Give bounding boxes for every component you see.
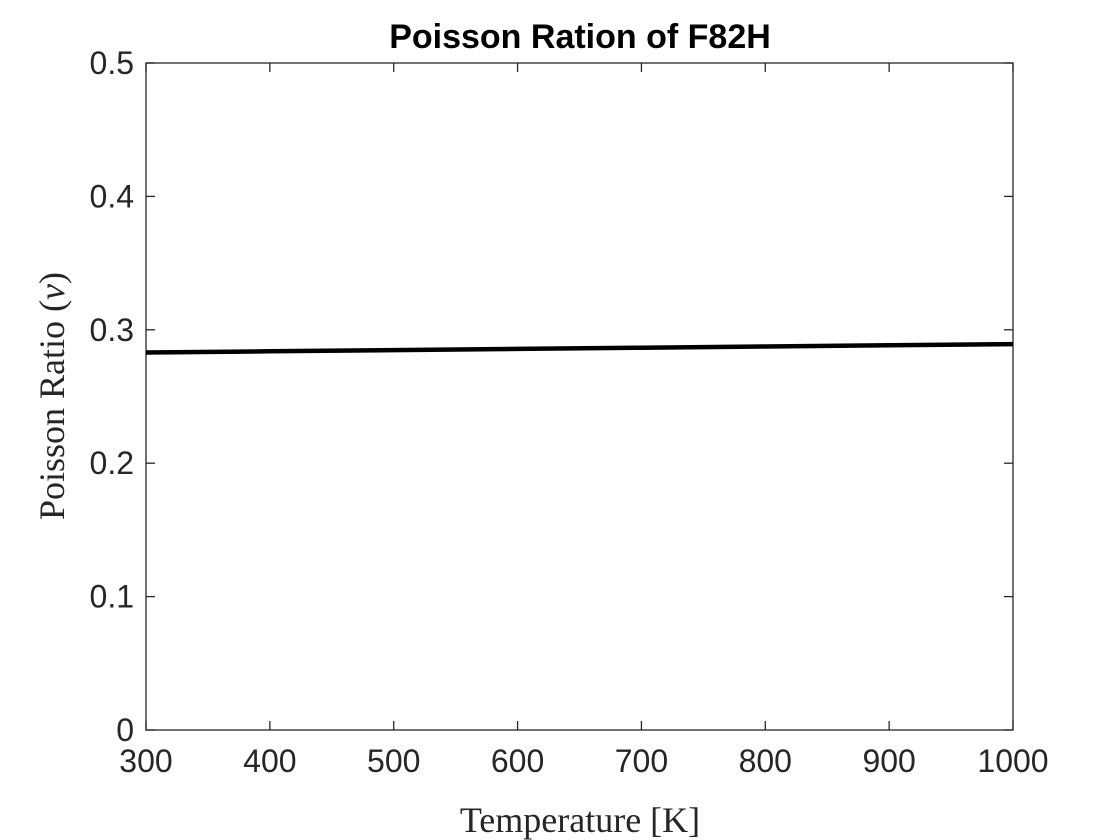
x-tick-label: 400 (243, 743, 296, 779)
y-tick-label: 0 (116, 712, 134, 748)
x-tick-label: 1000 (977, 743, 1048, 779)
y-axis-label: Poisson Ratio (ν) (32, 272, 72, 520)
x-tick-label: 600 (491, 743, 544, 779)
y-axis-label-symbol: ν (32, 284, 72, 300)
x-axis-ticks: 300 400 500 600 700 800 900 1000 (119, 63, 1049, 779)
chart-title: Poisson Ration of F82H (389, 18, 771, 56)
plot-area-box (145, 62, 1014, 731)
x-tick-label: 300 (119, 743, 172, 779)
y-axis-ticks: 0 0.1 0.2 0.3 0.4 0.5 (90, 45, 1013, 748)
y-axis-label-close: ) (32, 272, 72, 284)
x-tick-label: 800 (739, 743, 792, 779)
x-tick-label: 700 (615, 743, 668, 779)
x-tick-label: 900 (862, 743, 915, 779)
y-tick-label: 0.5 (90, 45, 134, 81)
y-tick-label: 0.3 (90, 312, 134, 348)
y-tick-label: 0.1 (90, 579, 134, 615)
y-axis-label-text: Poisson Ratio ( (32, 300, 72, 520)
x-tick-label: 500 (367, 743, 420, 779)
y-tick-label: 0.4 (90, 178, 134, 214)
y-tick-label: 0.2 (90, 445, 134, 481)
series-group (145, 341, 1014, 355)
series-line (145, 341, 1014, 355)
x-axis-label: Temperature [K] (460, 800, 700, 840)
